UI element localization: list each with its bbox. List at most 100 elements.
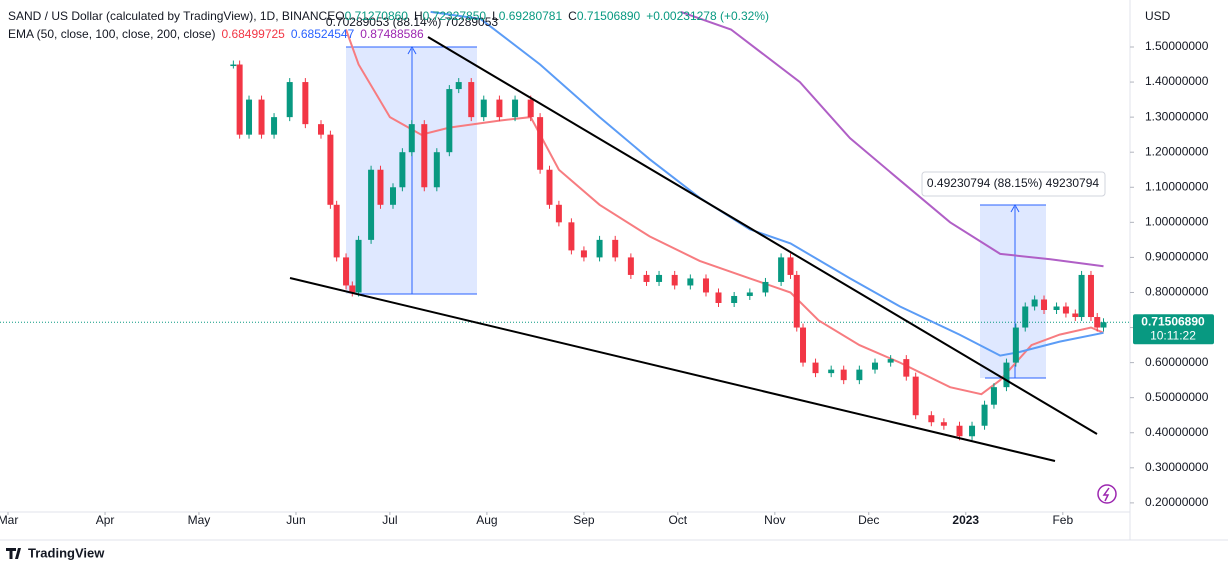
ohlc-key: H [414,9,423,23]
candle [421,124,428,188]
candle [355,239,362,293]
candle [1062,306,1069,314]
candle [258,99,265,135]
candle [455,82,462,90]
candle [527,99,534,118]
candle [349,285,356,293]
measure-label: 0.70289053 (88.14%) 70289053 [326,15,498,29]
candle [537,117,544,170]
candle [812,362,819,374]
x-tick-label: Mar [0,513,18,527]
candle [555,204,562,223]
ohlc: O0.71270860 H0.72327850 L0.69280781 C0.7150… [335,9,769,23]
candle [981,404,988,426]
candle [302,82,309,125]
x-tick-label: Jul [382,513,397,527]
overlay: 0.70289053 (88.14%) 70289053 0.49230794 … [0,9,1214,560]
candle [731,295,738,303]
candle [480,99,487,118]
candle [627,257,634,275]
candle [840,369,847,381]
candle [856,369,863,381]
candle [928,415,935,423]
candle [793,274,800,328]
candle [1012,327,1019,363]
candle [318,124,325,135]
candle [399,152,406,188]
ohlc-key: C [568,9,577,23]
candle [1100,322,1107,328]
candle [286,82,293,118]
candle [408,124,415,153]
candle [343,257,350,286]
ema-value: 0.68524547 [291,27,355,41]
indicator-name: EMA (50, close, 100, close, 200, close) [8,27,215,41]
y-tick-label: 1.40000000 [1145,74,1209,88]
x-tick-label: Feb [1052,513,1073,527]
candle [446,89,453,153]
candle [1031,299,1038,307]
y-tick-label: 1.50000000 [1145,39,1209,53]
x-tick-label: Oct [668,513,687,527]
candle [715,292,722,303]
candle [1072,313,1079,318]
candle [468,82,475,118]
candle [568,222,575,251]
candle [990,387,997,405]
y-tick-label: 1.00000000 [1145,215,1209,229]
measure-label: 0.49230794 (88.15%) 49230794 [927,176,1099,190]
legend-indicator: EMA (50, close, 100, close, 200, close) 0… [8,27,424,41]
candle [596,239,603,258]
ema-value: 0.87488586 [360,27,424,41]
candle [643,274,650,282]
candle [1094,317,1101,328]
ema-line [345,29,1104,396]
x-tick-label: Sep [573,513,595,527]
candle [872,362,879,370]
y-tick-label: 0.50000000 [1145,390,1209,404]
candle [1087,274,1094,318]
candle [671,274,678,286]
y-tick-label: 0.90000000 [1145,250,1209,264]
candle [496,99,503,118]
candle [903,359,910,377]
ohlc-value: 0.71270860 [345,9,409,23]
candle [800,327,807,363]
ohlc-value: 0.71506890 [577,9,641,23]
ema-line [680,10,1104,268]
plot [230,10,1107,441]
ohlc-value: 0.69280781 [499,9,563,23]
candle [956,425,963,437]
candle [433,152,440,188]
candle [969,425,976,437]
currency: USD [1145,9,1171,23]
y-tick-label: 1.30000000 [1145,109,1209,123]
legend-main: SAND / US Dollar (calculated by TradingV… [8,9,769,23]
y-tick-label: 0.30000000 [1145,460,1209,474]
ohlc-value: 0.72327850 [423,9,487,23]
candle [912,376,919,416]
candle [687,278,694,286]
alert-icon[interactable] [1097,484,1117,504]
candle [236,64,243,135]
candle [377,169,384,205]
y-tick-label: 0.40000000 [1145,425,1209,439]
x-tick-label: Apr [96,513,115,527]
y-tick-label: 0.80000000 [1145,285,1209,299]
candle [656,274,663,282]
candle [887,359,894,363]
candle [612,239,619,258]
last-price-box [1133,314,1214,345]
candle [546,169,553,205]
candle [230,64,237,67]
candle [271,117,278,135]
measure-label-box [921,171,1106,197]
alert-icon-bolt [1102,487,1110,502]
y-tick-label: 0.60000000 [1145,355,1209,369]
countdown: 10:11:22 [1150,328,1196,342]
candle [512,99,519,118]
candle [1003,362,1010,388]
candle [762,281,769,293]
y-tick-label: 1.20000000 [1145,144,1209,158]
